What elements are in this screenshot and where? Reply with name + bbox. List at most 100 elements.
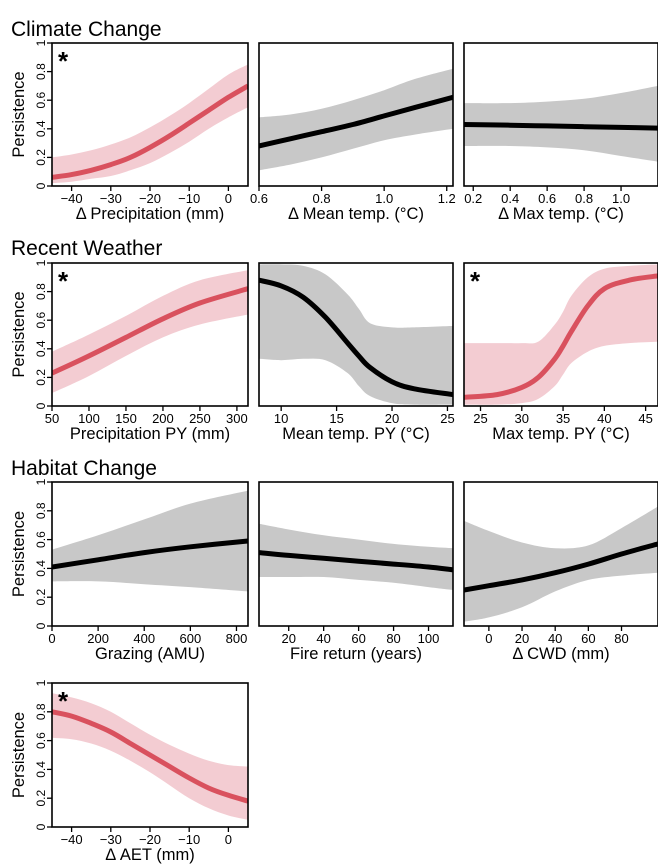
x-axis-label: Δ AET (mm) [105, 846, 195, 864]
section-title-climate-change: Climate Change [11, 18, 162, 41]
x-tick-label: −40 [61, 191, 83, 206]
fitted-line [52, 286, 248, 376]
section-title-recent-weather: Recent Weather [11, 237, 162, 260]
x-tick-label: 200 [152, 411, 174, 426]
fitted-line [52, 709, 248, 804]
x-tick-label: −10 [178, 191, 200, 206]
x-tick-label: 1.0 [612, 191, 630, 206]
y-tick-label: 0.2 [34, 369, 48, 386]
x-tick-label: −30 [100, 191, 122, 206]
panel-8: 0 20 40 60 80 Δ CWD (mm) [463, 481, 658, 663]
x-tick-label: 0.8 [313, 191, 331, 206]
x-tick-label: 0 [225, 832, 232, 847]
fitted-line [464, 541, 658, 593]
x-tick-label: 80 [614, 631, 628, 646]
x-tick-label: 30 [515, 411, 529, 426]
y-tick-label: 0 [34, 182, 48, 189]
x-tick-label: 40 [548, 631, 562, 646]
x-tick-label: 45 [638, 411, 652, 426]
y-tick-label: 0.8 [34, 502, 48, 519]
x-tick-label: 25 [473, 411, 487, 426]
fitted-line [464, 273, 658, 400]
panel-frame [463, 42, 658, 187]
x-tick-label: 35 [556, 411, 570, 426]
y-tick-label: 0 [34, 823, 48, 830]
panel-frame [463, 262, 658, 407]
significance-star: * [58, 266, 69, 296]
fitted-line [52, 83, 248, 180]
y-tick-label: 1 [34, 679, 48, 686]
x-tick-label: 0 [225, 191, 232, 206]
significance-star: * [58, 686, 69, 716]
confidence-band [259, 523, 453, 590]
x-axis-label: Fire return (years) [290, 645, 422, 663]
x-tick-label: 400 [133, 631, 155, 646]
x-tick-label: 1.2 [438, 191, 456, 206]
x-tick-label: 20 [515, 631, 529, 646]
confidence-band [464, 264, 658, 405]
x-tick-label: −40 [61, 832, 83, 847]
y-tick-label: 0.2 [34, 790, 48, 807]
x-axis-label: Δ Mean temp. (°C) [288, 205, 424, 223]
y-tick-label: 0.6 [34, 531, 48, 548]
x-tick-label: 600 [180, 631, 202, 646]
x-axis-label: Mean temp. PY (°C) [282, 425, 430, 443]
x-tick-label: 25 [440, 411, 454, 426]
x-tick-label: −20 [139, 191, 161, 206]
fitted-line [259, 94, 453, 149]
x-tick-label: 15 [329, 411, 343, 426]
x-tick-label: 0.6 [250, 191, 268, 206]
x-axis-label: Δ CWD (mm) [512, 645, 609, 663]
y-axis-label: Persistence [10, 511, 28, 597]
x-tick-label: 50 [45, 411, 59, 426]
panel-frame [463, 481, 658, 627]
panel-frame [258, 42, 454, 187]
x-tick-label: 100 [418, 631, 440, 646]
y-tick-label: 0.8 [34, 283, 48, 300]
x-tick-label: 200 [87, 631, 109, 646]
panel-1: 0.6 0.8 1.0 1.2 Δ Mean temp. (°C) [250, 42, 456, 223]
y-tick-label: 0.4 [34, 120, 48, 137]
y-tick-label: 0.8 [34, 63, 48, 80]
panel-9: * −40 −30 −20 −10 0 Δ AET (mm) 0 0.2 0.4 0.6 0.8 1 Pe… [10, 679, 249, 864]
x-axis-label: Grazing (AMU) [95, 645, 205, 663]
x-tick-label: 0.6 [538, 191, 556, 206]
y-tick-label: 0.8 [34, 703, 48, 720]
x-axis-label: Max temp. PY (°C) [492, 425, 629, 443]
x-tick-label: 1.0 [375, 191, 393, 206]
y-tick-label: 0.6 [34, 312, 48, 329]
x-tick-label: −20 [139, 832, 161, 847]
x-tick-label: 40 [597, 411, 611, 426]
fitted-line [52, 538, 248, 570]
x-tick-label: 20 [385, 411, 399, 426]
panel-frame [51, 481, 249, 627]
x-tick-label: 40 [316, 631, 330, 646]
y-tick-label: 0.4 [34, 761, 48, 778]
y-tick-label: 0.6 [34, 732, 48, 749]
x-tick-label: 20 [281, 631, 295, 646]
fitted-line [259, 550, 453, 573]
panel-2: 0.2 0.4 0.6 0.8 1.0Δ Max temp. (°C) [463, 42, 658, 223]
x-axis-label: Precipitation PY (mm) [70, 425, 230, 443]
x-tick-label: 60 [351, 631, 365, 646]
confidence-band [259, 264, 453, 405]
confidence-band [259, 68, 453, 171]
x-tick-label: 300 [226, 411, 248, 426]
x-tick-label: 0 [48, 631, 55, 646]
y-tick-label: 1 [34, 259, 48, 266]
y-tick-label: 0.2 [34, 589, 48, 606]
x-tick-label: 10 [274, 411, 288, 426]
y-tick-label: 0.2 [34, 149, 48, 166]
y-tick-label: 0.4 [34, 560, 48, 577]
y-tick-label: 0 [34, 402, 48, 409]
fitted-line [259, 277, 453, 398]
panel-5: * 25 30 35 40 45 Max temp. PY (°C) [463, 262, 658, 443]
panel-frame [258, 481, 454, 627]
x-axis-label: Δ Max temp. (°C) [498, 205, 624, 223]
confidence-band [52, 64, 248, 184]
panel-0: *−40 −30 −20 −10 0Δ Precipitation (mm)00.20.… [10, 39, 249, 223]
x-tick-label: 0.2 [464, 191, 482, 206]
